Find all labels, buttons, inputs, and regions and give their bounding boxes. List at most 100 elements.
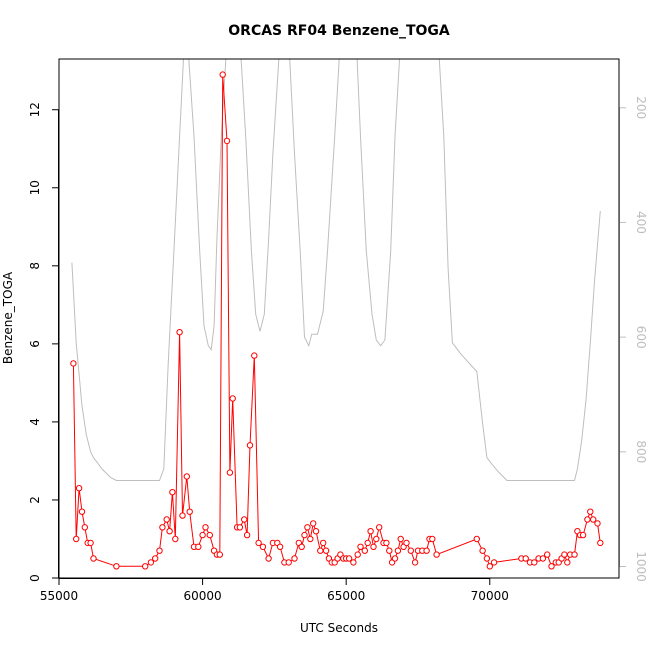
benzene-point: [373, 535, 380, 543]
benzene-point: [571, 551, 578, 558]
y2-tick-label: 800: [634, 440, 648, 463]
benzene-point: [350, 559, 357, 566]
benzene-point: [223, 137, 231, 145]
benzene-point: [246, 442, 254, 449]
y-tick-label: 12: [28, 102, 42, 117]
y2-tick-label: 200: [634, 96, 648, 119]
y-tick-label: 4: [28, 418, 42, 426]
benzene-point: [166, 528, 173, 535]
benzene-point: [298, 543, 305, 550]
benzene-line: [72, 74, 601, 568]
x-tick-label: 55000: [40, 589, 78, 603]
benzene-point: [486, 563, 493, 570]
benzene-point: [176, 329, 183, 336]
y2-tick-label: 600: [634, 326, 648, 349]
benzene-point: [312, 528, 320, 535]
benzene-point: [199, 531, 206, 539]
benzene-point: [75, 485, 83, 492]
benzene-point: [179, 512, 186, 519]
pressure-line: [71, 59, 601, 481]
y-tick-label: 6: [28, 340, 42, 348]
benzene-point: [522, 555, 529, 562]
benzene-point: [397, 535, 404, 543]
benzene-point: [202, 524, 209, 531]
benzene-point: [383, 539, 390, 547]
y-tick-label: 10: [28, 180, 42, 195]
benzene-point: [317, 547, 324, 554]
benzene-point: [587, 508, 594, 515]
benzene-point: [594, 520, 601, 527]
benzene-point: [90, 555, 97, 562]
benzene-point: [216, 551, 224, 558]
benzene-point: [301, 531, 308, 539]
benzene-point: [322, 547, 330, 554]
benzene-point: [265, 555, 272, 562]
benzene-point: [364, 539, 371, 547]
benzene-point: [544, 551, 551, 558]
x-axis-label: UTC Seconds: [300, 621, 378, 635]
benzene-point: [411, 559, 419, 566]
y-tick-label: 0: [28, 574, 42, 582]
benzene-point: [357, 543, 364, 550]
benzene-point: [152, 555, 159, 562]
benzene-point: [354, 551, 361, 558]
benzene-point: [142, 563, 149, 570]
benzene-point: [183, 473, 191, 480]
axes: 55000 60000 65000 70000 0 2 4 6 8 10 12: [28, 102, 509, 603]
benzene-point: [539, 555, 547, 562]
benzene-point: [195, 543, 202, 550]
benzene-point: [584, 516, 591, 523]
benzene-point: [579, 531, 587, 539]
plot-frame: [58, 58, 620, 579]
benzene-point: [78, 508, 86, 515]
y2-tick-label: 1000: [634, 551, 648, 582]
y2-tick-label: 400: [634, 211, 648, 234]
benzene-point: [169, 489, 176, 496]
secondary-y-axis: 200 400 600 800 1000: [619, 96, 648, 582]
benzene-point: [310, 520, 317, 527]
benzene-point: [113, 563, 120, 570]
benzene-point: [206, 531, 214, 539]
benzene-point: [531, 559, 538, 566]
x-tick-label: 60000: [183, 589, 221, 603]
benzene-point: [291, 555, 298, 562]
benzene-point: [394, 547, 402, 554]
benzene-point: [479, 547, 486, 554]
benzene-series: [70, 71, 604, 570]
benzene-point: [236, 524, 244, 531]
benzene-point: [423, 547, 430, 554]
benzene-point: [407, 547, 414, 554]
benzene-point: [147, 559, 155, 566]
benzene-point: [186, 508, 193, 515]
benzene-point: [597, 539, 604, 547]
benzene-point: [320, 539, 327, 547]
benzene-point: [548, 563, 555, 570]
benzene-point: [564, 559, 571, 566]
benzene-point: [70, 360, 77, 367]
benzene-point: [276, 543, 284, 550]
benzene-point: [251, 352, 258, 359]
benzene-point: [433, 551, 440, 558]
benzene-point: [226, 469, 234, 476]
benzene-point: [345, 555, 353, 562]
benzene-point: [391, 555, 399, 562]
y-tick-label: 8: [28, 262, 42, 270]
y-axis-label: Benzene_TOGA: [1, 271, 15, 364]
benzene-point: [156, 547, 163, 554]
benzene-point: [172, 535, 179, 543]
benzene-point: [229, 395, 236, 402]
benzene-point: [219, 71, 226, 78]
benzene-point: [561, 551, 568, 558]
benzene-point: [159, 524, 166, 531]
x-tick-label: 70000: [471, 589, 509, 603]
benzene-point: [304, 524, 311, 531]
benzene-point: [483, 555, 491, 562]
x-tick-label: 65000: [327, 589, 365, 603]
benzene-point: [285, 559, 292, 566]
benzene-point: [590, 516, 597, 523]
benzene-point: [255, 539, 262, 547]
benzene-point: [370, 543, 377, 550]
benzene-point: [243, 531, 251, 539]
benzene-point: [81, 524, 89, 531]
